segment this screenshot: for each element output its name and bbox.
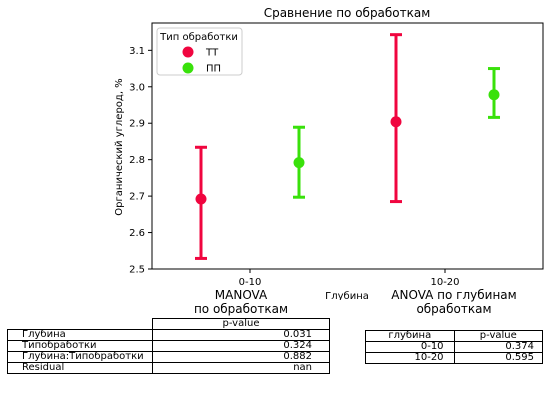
anova-title-line1: ANOVA по глубинам bbox=[391, 288, 517, 302]
legend-box bbox=[156, 27, 243, 76]
manova-table: p-value Глубина 0.031 Типобработки 0.324… bbox=[7, 318, 331, 374]
anova-table: глубина p-value 0-10 0.374 10-20 0.595 bbox=[365, 330, 544, 364]
anova-title-line2: обработкам bbox=[416, 302, 492, 316]
y-tick-label: 2.5 bbox=[129, 265, 145, 276]
legend: Тип обработки ТТ ПП bbox=[156, 27, 243, 76]
table-row: Глубина 0.031 bbox=[7, 329, 331, 341]
manova-row-label: Residual bbox=[7, 362, 153, 374]
legend-label: ПП bbox=[206, 64, 221, 75]
table-row: Residual nan bbox=[7, 362, 331, 374]
table-row: Глубина:Типобработки 0.882 bbox=[7, 351, 331, 363]
data-point bbox=[293, 157, 305, 169]
y-tick-label: 2.8 bbox=[129, 155, 145, 166]
manova-row-value: 0.882 bbox=[151, 351, 331, 363]
y-tick-label: 3.0 bbox=[129, 82, 145, 93]
legend-title: Тип обработки bbox=[159, 32, 238, 43]
manova-row-value: 0.324 bbox=[151, 340, 331, 352]
y-tick-label: 3.1 bbox=[129, 46, 145, 57]
manova-title: MANOVA по обработкам bbox=[152, 288, 330, 316]
plot-frame bbox=[151, 22, 544, 270]
anova-row-depth: 10-20 bbox=[365, 352, 455, 364]
chart: Сравнение по обработкам Органический угл… bbox=[114, 6, 544, 300]
legend-label: ТТ bbox=[205, 48, 219, 59]
x-tick-label: 0-10 bbox=[239, 277, 262, 288]
manova-title-line1: MANOVA bbox=[214, 288, 268, 302]
manova-row-label: Глубина:Типобработки bbox=[7, 351, 153, 363]
x-tick-label: 10-20 bbox=[430, 277, 459, 288]
chart-title: Сравнение по обработкам bbox=[264, 6, 431, 20]
y-tick-label: 2.6 bbox=[129, 228, 145, 239]
data-point bbox=[195, 193, 207, 205]
legend-marker bbox=[182, 62, 194, 74]
y-axis-label: Органический углерод, % bbox=[114, 78, 125, 215]
y-tick-label: 2.7 bbox=[129, 192, 145, 203]
table-row: Типобработки 0.324 bbox=[7, 340, 331, 352]
anova-row-depth: 0-10 bbox=[365, 341, 455, 353]
manova-header-row: p-value bbox=[8, 318, 331, 330]
anova-header-pvalue: p-value bbox=[453, 330, 544, 342]
data-point bbox=[390, 116, 402, 128]
manova-corner-cell bbox=[8, 319, 153, 330]
y-tick-label: 2.9 bbox=[129, 119, 145, 130]
anova-header-depth: глубина bbox=[365, 330, 455, 342]
manova-header-pvalue: p-value bbox=[151, 318, 331, 330]
manova-row-label: Типобработки bbox=[7, 340, 153, 352]
manova-row-label: Глубина bbox=[7, 329, 153, 341]
manova-row-value: nan bbox=[151, 362, 331, 374]
manova-title-line2: по обработкам bbox=[193, 302, 289, 316]
data-point bbox=[488, 89, 500, 101]
table-row: 0-10 0.374 bbox=[365, 341, 544, 353]
anova-header-row: глубина p-value bbox=[365, 330, 544, 342]
anova-row-value: 0.374 bbox=[453, 341, 544, 353]
anova-title: ANOVA по глубинам обработкам bbox=[365, 288, 543, 316]
x-axis-label: Глубина bbox=[325, 291, 369, 300]
manova-row-value: 0.031 bbox=[151, 329, 331, 341]
legend-marker bbox=[182, 46, 194, 58]
table-row: 10-20 0.595 bbox=[365, 352, 544, 364]
anova-row-value: 0.595 bbox=[453, 352, 544, 364]
